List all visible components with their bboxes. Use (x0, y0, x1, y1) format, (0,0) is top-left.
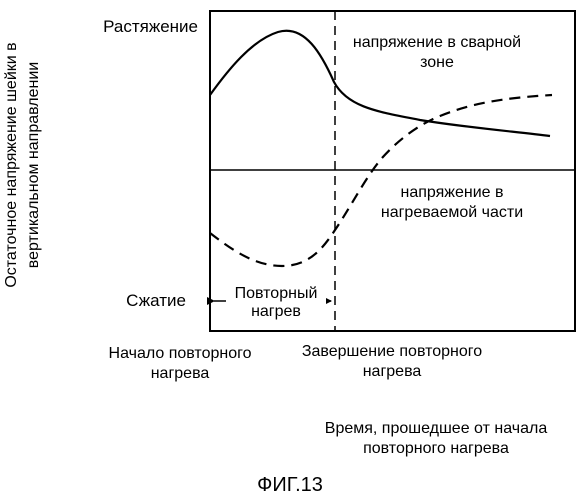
heated-part-curve-label-line2: нагреваемой части (381, 204, 523, 221)
figure-caption: ФИГ.13 (257, 474, 323, 496)
time-axis-label-line1: Время, прошедшее от начала (325, 420, 548, 437)
reheat-interval-label-line2: нагрев (251, 303, 301, 320)
y-axis-label-line1: Остаточное напряжение шейки в (3, 42, 20, 287)
y-axis-label-line2: вертикальном направлении (25, 62, 42, 268)
compression-label: Сжатие (126, 291, 186, 310)
time-axis-label-line2: повторного нагрева (363, 440, 509, 457)
tension-label: Растяжение (103, 17, 198, 36)
weld-zone-curve-label-line2: зоне (420, 54, 454, 71)
heated-part-curve-label-line1: напряжение в (401, 184, 504, 201)
weld-zone-curve-label-line1: напряжение в сварной (353, 34, 521, 51)
heated-part-stress-curve (210, 95, 552, 266)
reheat-start-label-line1: Начало повторного (109, 345, 252, 362)
reheat-end-label-line1: Завершение повторного (302, 343, 482, 360)
reheat-start-label-line2: нагрева (151, 365, 210, 382)
reheat-end-label-line2: нагрева (363, 363, 422, 380)
reheat-interval-label-line1: Повторный (235, 285, 318, 302)
plot-frame (210, 11, 575, 331)
